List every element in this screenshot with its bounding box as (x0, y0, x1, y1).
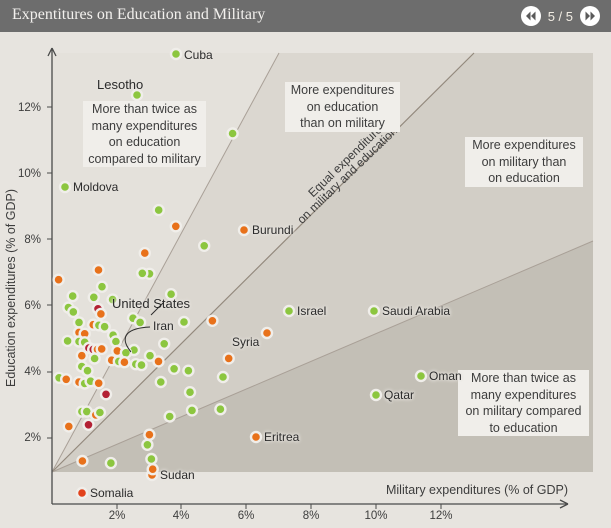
svg-text:2%: 2% (109, 510, 126, 522)
svg-text:10%: 10% (364, 510, 387, 522)
svg-text:12%: 12% (429, 510, 452, 522)
svg-text:8%: 8% (24, 234, 41, 246)
svg-text:2%: 2% (24, 432, 41, 444)
svg-text:4%: 4% (24, 366, 41, 378)
svg-text:12%: 12% (18, 102, 41, 114)
svg-text:4%: 4% (173, 510, 190, 522)
svg-text:Military expenditures (% of GD: Military expenditures (% of GDP) (386, 483, 568, 497)
svg-text:Education expenditures (% of G: Education expenditures (% of GDP) (4, 189, 18, 387)
svg-text:8%: 8% (303, 510, 320, 522)
svg-text:10%: 10% (18, 168, 41, 180)
svg-text:6%: 6% (238, 510, 255, 522)
svg-text:6%: 6% (24, 300, 41, 312)
